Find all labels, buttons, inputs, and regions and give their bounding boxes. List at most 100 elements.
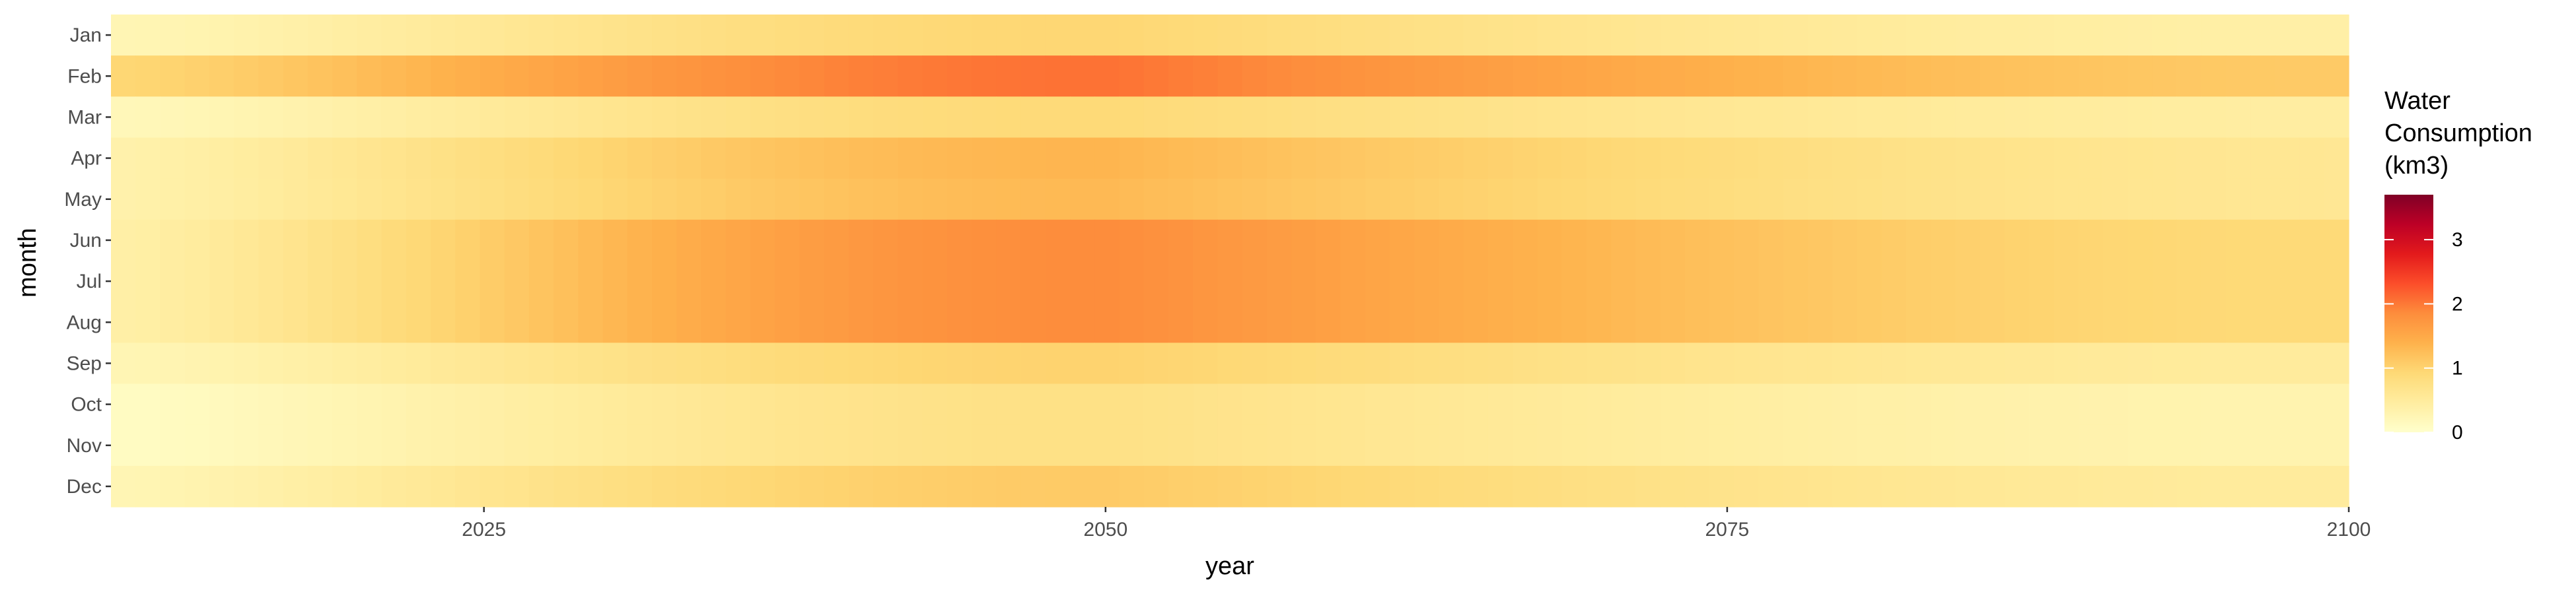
heatmap-cell	[676, 219, 702, 261]
heatmap-cell	[307, 15, 333, 56]
heatmap-cell	[1561, 219, 1587, 261]
heatmap-cell	[258, 343, 284, 385]
heatmap-cell	[1414, 424, 1440, 467]
heatmap-cell	[357, 302, 382, 343]
heatmap-cell	[2004, 424, 2030, 467]
heatmap-cell	[996, 15, 1022, 56]
heatmap-cell	[1045, 55, 1071, 97]
heatmap-cell	[676, 302, 702, 343]
heatmap-cell	[381, 96, 407, 139]
heatmap-cell	[1980, 15, 2005, 56]
heatmap-cell	[701, 343, 727, 385]
heatmap-cell	[1807, 96, 1833, 139]
heatmap-cell	[750, 343, 775, 385]
heatmap-cell	[455, 96, 481, 139]
heatmap-cell	[922, 219, 948, 261]
heatmap-cell	[1906, 302, 1931, 343]
heatmap-cell	[1094, 261, 1120, 302]
heatmap-cell	[357, 137, 382, 180]
heatmap-cell	[2102, 15, 2128, 56]
heatmap-cell	[996, 137, 1022, 180]
heatmap-cell	[455, 302, 481, 343]
heatmap-cell	[332, 96, 357, 139]
heatmap-cell	[160, 137, 186, 180]
heatmap-cell	[1758, 96, 1784, 139]
heatmap-cell	[1955, 465, 1981, 508]
heatmap-cell	[160, 424, 186, 467]
heatmap-cell	[873, 465, 898, 508]
heatmap-cell	[2152, 343, 2177, 385]
heatmap-cell	[1316, 465, 1342, 508]
heatmap-cell	[1709, 96, 1735, 139]
heatmap-cell	[209, 15, 234, 56]
heatmap-cell	[1242, 383, 1268, 426]
heatmap-cell	[1463, 55, 1489, 97]
heatmap-cell	[455, 55, 481, 97]
y-tick-label: May	[64, 189, 102, 211]
heatmap-cell	[1684, 15, 1710, 56]
heatmap-cell	[1316, 137, 1342, 180]
heatmap-cell	[258, 55, 284, 97]
heatmap-cell	[1857, 178, 1882, 220]
heatmap-cell	[725, 137, 751, 180]
heatmap-cell	[1463, 343, 1489, 385]
heatmap-cell	[676, 343, 702, 385]
heatmap-cell	[455, 343, 481, 385]
heatmap-cell	[184, 178, 210, 220]
heatmap-cell	[652, 15, 677, 56]
heatmap-cell	[1094, 178, 1120, 220]
heatmap-cell	[725, 383, 751, 426]
heatmap-cell	[528, 343, 554, 385]
heatmap-cell	[578, 219, 604, 261]
heatmap-cell	[184, 465, 210, 508]
heatmap-cell	[972, 261, 997, 302]
heatmap-cell	[234, 424, 259, 467]
y-axis-title: month	[14, 228, 42, 298]
heatmap-cell	[2225, 219, 2251, 261]
heatmap-cell	[2102, 424, 2128, 467]
heatmap-cell	[184, 261, 210, 302]
heatmap-cell	[725, 302, 751, 343]
heatmap-cell	[775, 96, 801, 139]
heatmap-cell	[1316, 15, 1342, 56]
heatmap-cell	[2250, 15, 2275, 56]
heatmap-cell	[775, 383, 801, 426]
heatmap-cell	[996, 343, 1022, 385]
heatmap-cell	[160, 96, 186, 139]
heatmap-cell	[873, 424, 898, 467]
heatmap-cell	[1758, 178, 1784, 220]
heatmap-cell	[947, 96, 972, 139]
heatmap-cell	[1734, 219, 1760, 261]
heatmap-cell	[1611, 343, 1636, 385]
heatmap-cell	[1463, 178, 1489, 220]
heatmap-cell	[528, 383, 554, 426]
heatmap-cell	[1980, 219, 2005, 261]
heatmap-cell	[2054, 96, 2079, 139]
heatmap-cell	[357, 261, 382, 302]
heatmap-cell	[1734, 137, 1760, 180]
heatmap-cell	[357, 343, 382, 385]
heatmap-cell	[554, 383, 579, 426]
heatmap-cell	[111, 15, 136, 56]
heatmap-cell	[1611, 178, 1636, 220]
heatmap-cell	[1242, 424, 1268, 467]
heatmap-cell	[947, 302, 972, 343]
heatmap-cell	[602, 302, 628, 343]
heatmap-cell	[111, 302, 136, 343]
heatmap-cell	[1143, 465, 1169, 508]
heatmap-cell	[2152, 55, 2177, 97]
heatmap-cell	[1513, 178, 1538, 220]
heatmap-cell	[1611, 219, 1636, 261]
heatmap-cell	[258, 137, 284, 180]
heatmap-cell	[111, 219, 136, 261]
heatmap-cell	[1340, 96, 1366, 139]
heatmap-cell	[873, 219, 898, 261]
heatmap-cell	[1513, 15, 1538, 56]
heatmap-cell	[824, 137, 849, 180]
heatmap-cell	[922, 261, 948, 302]
heatmap-cell	[1783, 15, 1808, 56]
heatmap-cell	[799, 96, 825, 139]
heatmap-cell	[234, 343, 259, 385]
heatmap-cell	[1881, 15, 1907, 56]
heatmap-cell	[1193, 302, 1218, 343]
